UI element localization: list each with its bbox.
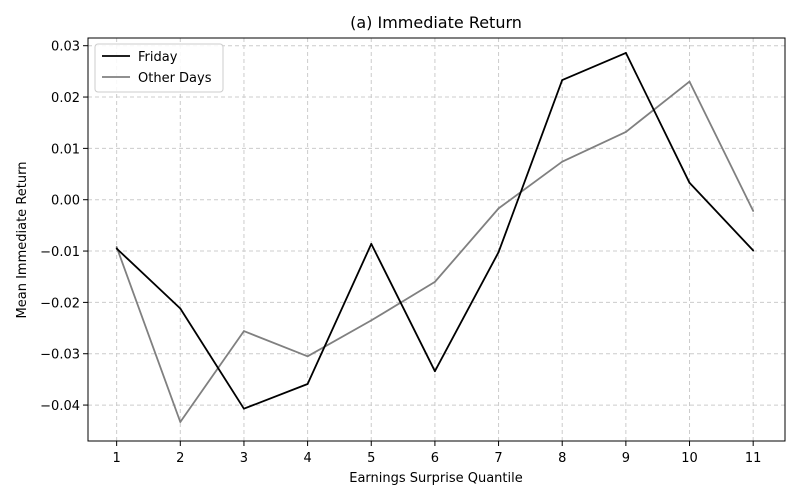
- y-tick-label: 0.01: [51, 142, 80, 157]
- legend-label-friday: Friday: [138, 50, 178, 65]
- data-point-friday: [434, 370, 436, 373]
- x-tick-label: 4: [303, 451, 311, 466]
- data-point-friday: [752, 249, 755, 252]
- data-point-friday: [370, 242, 373, 245]
- series-group: [115, 51, 755, 423]
- x-tick-label: 11: [745, 451, 762, 466]
- data-point-friday: [179, 307, 182, 310]
- x-tick-label: 8: [558, 451, 566, 466]
- data-point-friday: [497, 251, 500, 253]
- data-point-other-days: [434, 280, 436, 283]
- y-tick-label: 0.03: [51, 40, 80, 55]
- y-axis-label: Mean Immediate Return: [15, 162, 30, 319]
- y-tick-label: −0.02: [40, 296, 80, 311]
- data-point-other-days: [306, 355, 309, 358]
- data-point-other-days: [624, 131, 627, 133]
- y-tick-label: −0.03: [40, 348, 80, 363]
- x-tick-label: 3: [240, 451, 248, 466]
- series-friday: [115, 51, 755, 410]
- data-point-other-days: [688, 80, 691, 83]
- data-point-friday: [243, 407, 245, 410]
- data-point-other-days: [752, 210, 755, 212]
- y-tick-label: 0.00: [51, 194, 80, 209]
- series-other-days: [115, 80, 755, 423]
- plot-frame: [87, 37, 786, 442]
- data-point-other-days: [561, 160, 564, 163]
- data-point-other-days: [370, 319, 373, 322]
- data-point-other-days: [243, 330, 245, 333]
- axis-ticks: 1 2 3 4 5 6 7 8 9 10 11 0.03 0.02 0.01 0.00 −0.01 −0.02 −…: [40, 40, 761, 466]
- data-point-other-days: [115, 246, 118, 248]
- y-tick-label: 0.02: [51, 91, 80, 106]
- data-point-friday: [561, 79, 564, 81]
- x-tick-label: 1: [113, 451, 121, 466]
- x-tick-label: 2: [176, 451, 184, 466]
- data-point-friday: [688, 181, 691, 184]
- x-tick-label: 9: [622, 451, 630, 466]
- data-point-friday: [115, 247, 118, 250]
- y-tick-label: −0.04: [40, 399, 80, 414]
- legend-label-other-days: Other Days: [138, 71, 212, 86]
- x-axis-label: Earnings Surprise Quantile: [349, 471, 523, 486]
- x-tick-label: 5: [367, 451, 375, 466]
- chart-title: (a) Immediate Return: [350, 13, 522, 32]
- data-point-friday: [624, 51, 627, 54]
- x-tick-label: 7: [494, 451, 502, 466]
- data-point-other-days: [497, 207, 500, 210]
- x-tick-label: 10: [681, 451, 698, 466]
- data-point-friday: [306, 383, 309, 385]
- x-tick-label: 6: [431, 451, 439, 466]
- y-tick-label: −0.01: [40, 245, 80, 260]
- legend: Friday Other Days: [94, 43, 224, 93]
- data-point-other-days: [179, 421, 182, 423]
